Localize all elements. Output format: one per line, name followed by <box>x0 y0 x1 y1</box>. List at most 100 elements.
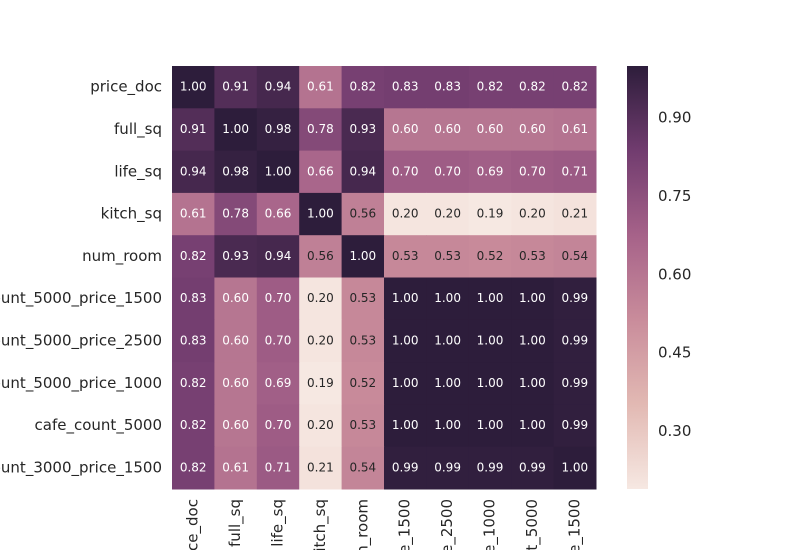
heatmap-cell <box>426 150 470 194</box>
heatmap-cell <box>341 319 385 363</box>
cell-label: 0.56 <box>349 207 376 221</box>
heatmap-cell <box>256 150 300 194</box>
x-tick-label: cafe_count_5000_price_2500 <box>438 499 457 550</box>
cell-label: 1.00 <box>180 80 207 94</box>
heatmap-cell <box>299 362 343 405</box>
cell-label: 0.99 <box>519 460 546 474</box>
cell-label: 1.00 <box>519 418 546 432</box>
heatmap-cell <box>256 66 300 109</box>
x-tick-label: price_doc <box>184 499 203 550</box>
cell-label: 1.00 <box>392 418 419 432</box>
heatmap-cell <box>553 235 597 278</box>
x-tick-label: cafe_count_5000_price_1500 <box>396 499 415 550</box>
cell-label: 1.00 <box>349 249 376 263</box>
heatmap-cell <box>214 362 258 405</box>
cell-label: 1.00 <box>392 333 419 347</box>
cell-label: 0.99 <box>561 333 588 347</box>
cell-label: 0.94 <box>180 164 207 178</box>
cell-label: 0.82 <box>349 80 376 94</box>
cell-label: 0.99 <box>561 418 588 432</box>
cell-label: 0.61 <box>222 460 249 474</box>
heatmap-cell <box>299 446 343 490</box>
cell-label: 1.00 <box>477 333 504 347</box>
heatmap-cell <box>214 66 258 109</box>
cell-label: 0.99 <box>561 376 588 390</box>
heatmap-cell <box>172 192 215 236</box>
heatmap-cell <box>426 277 470 321</box>
heatmap-cell <box>172 235 215 278</box>
cell-label: 0.53 <box>392 249 419 263</box>
heatmap-cell <box>299 66 343 109</box>
cell-label: 0.60 <box>477 122 504 136</box>
cell-label: 1.00 <box>561 460 588 474</box>
cell-label: 0.61 <box>180 207 207 221</box>
y-tick-label: life_sq <box>114 162 162 181</box>
heatmap-cell <box>468 66 512 109</box>
cell-label: 0.61 <box>307 80 334 94</box>
cell-label: 0.53 <box>349 291 376 305</box>
cell-label: 0.83 <box>434 80 461 94</box>
cell-label: 0.94 <box>265 80 292 94</box>
y-tick-label: cafe_count_5000_price_1000 <box>0 374 162 393</box>
cell-label: 1.00 <box>519 291 546 305</box>
heatmap-cell <box>256 277 300 321</box>
cell-label: 1.00 <box>392 376 419 390</box>
heatmap-cell <box>468 108 512 152</box>
cell-label: 0.60 <box>434 122 461 136</box>
cell-label: 0.53 <box>349 333 376 347</box>
heatmap-cell <box>384 404 427 448</box>
heatmap-cell <box>299 235 343 278</box>
heatmap-cell <box>426 235 470 278</box>
cell-label: 0.91 <box>222 80 249 94</box>
heatmap-cell <box>468 150 512 194</box>
heatmap-cell <box>299 404 343 448</box>
cell-label: 0.98 <box>222 164 249 178</box>
cell-label: 0.99 <box>561 291 588 305</box>
x-tick-label: kitch_sq <box>311 499 330 550</box>
heatmap-cell <box>553 277 597 321</box>
heatmap-cell <box>384 66 427 109</box>
cell-label: 1.00 <box>434 291 461 305</box>
cell-label: 0.82 <box>561 80 588 94</box>
heatmap-cell <box>384 150 427 194</box>
heatmap-cell <box>468 446 512 490</box>
cell-label: 1.00 <box>265 164 292 178</box>
cell-label: 0.83 <box>180 333 207 347</box>
heatmap-cell <box>511 362 555 405</box>
heatmap-cell <box>426 192 470 236</box>
cell-label: 0.93 <box>222 249 249 263</box>
cell-label: 0.61 <box>561 122 588 136</box>
cell-label: 0.69 <box>477 164 504 178</box>
heatmap-cell <box>468 404 512 448</box>
heatmap-cell <box>384 319 427 363</box>
cell-label: 0.60 <box>392 122 419 136</box>
heatmap-cell <box>172 150 215 194</box>
y-tick-label: num_room <box>82 247 162 266</box>
cell-label: 0.54 <box>561 249 588 263</box>
heatmap-cell <box>256 319 300 363</box>
cell-label: 0.82 <box>180 376 207 390</box>
heatmap-cell <box>341 362 385 405</box>
cell-label: 0.71 <box>265 460 292 474</box>
cell-label: 1.00 <box>392 291 419 305</box>
heatmap-cell <box>426 362 470 405</box>
heatmap-cell <box>172 319 215 363</box>
heatmap-cell <box>256 404 300 448</box>
heatmap-cell <box>256 446 300 490</box>
heatmap-cell <box>256 235 300 278</box>
cell-label: 0.71 <box>561 164 588 178</box>
heatmap-cell <box>426 404 470 448</box>
y-tick-label: full_sq <box>114 120 162 139</box>
colorbar-tick-label: 0.30 <box>658 422 691 440</box>
x-tick-label: cafe_count_5000 <box>523 499 542 550</box>
cell-label: 0.83 <box>392 80 419 94</box>
heatmap-cell <box>384 277 427 321</box>
cell-label: 0.98 <box>265 122 292 136</box>
cell-label: 0.82 <box>477 80 504 94</box>
heatmap-cell <box>214 108 258 152</box>
cell-label: 0.20 <box>307 291 334 305</box>
heatmap-cell <box>511 150 555 194</box>
x-tick-label: life_sq <box>269 499 288 547</box>
cell-label: 0.60 <box>222 418 249 432</box>
